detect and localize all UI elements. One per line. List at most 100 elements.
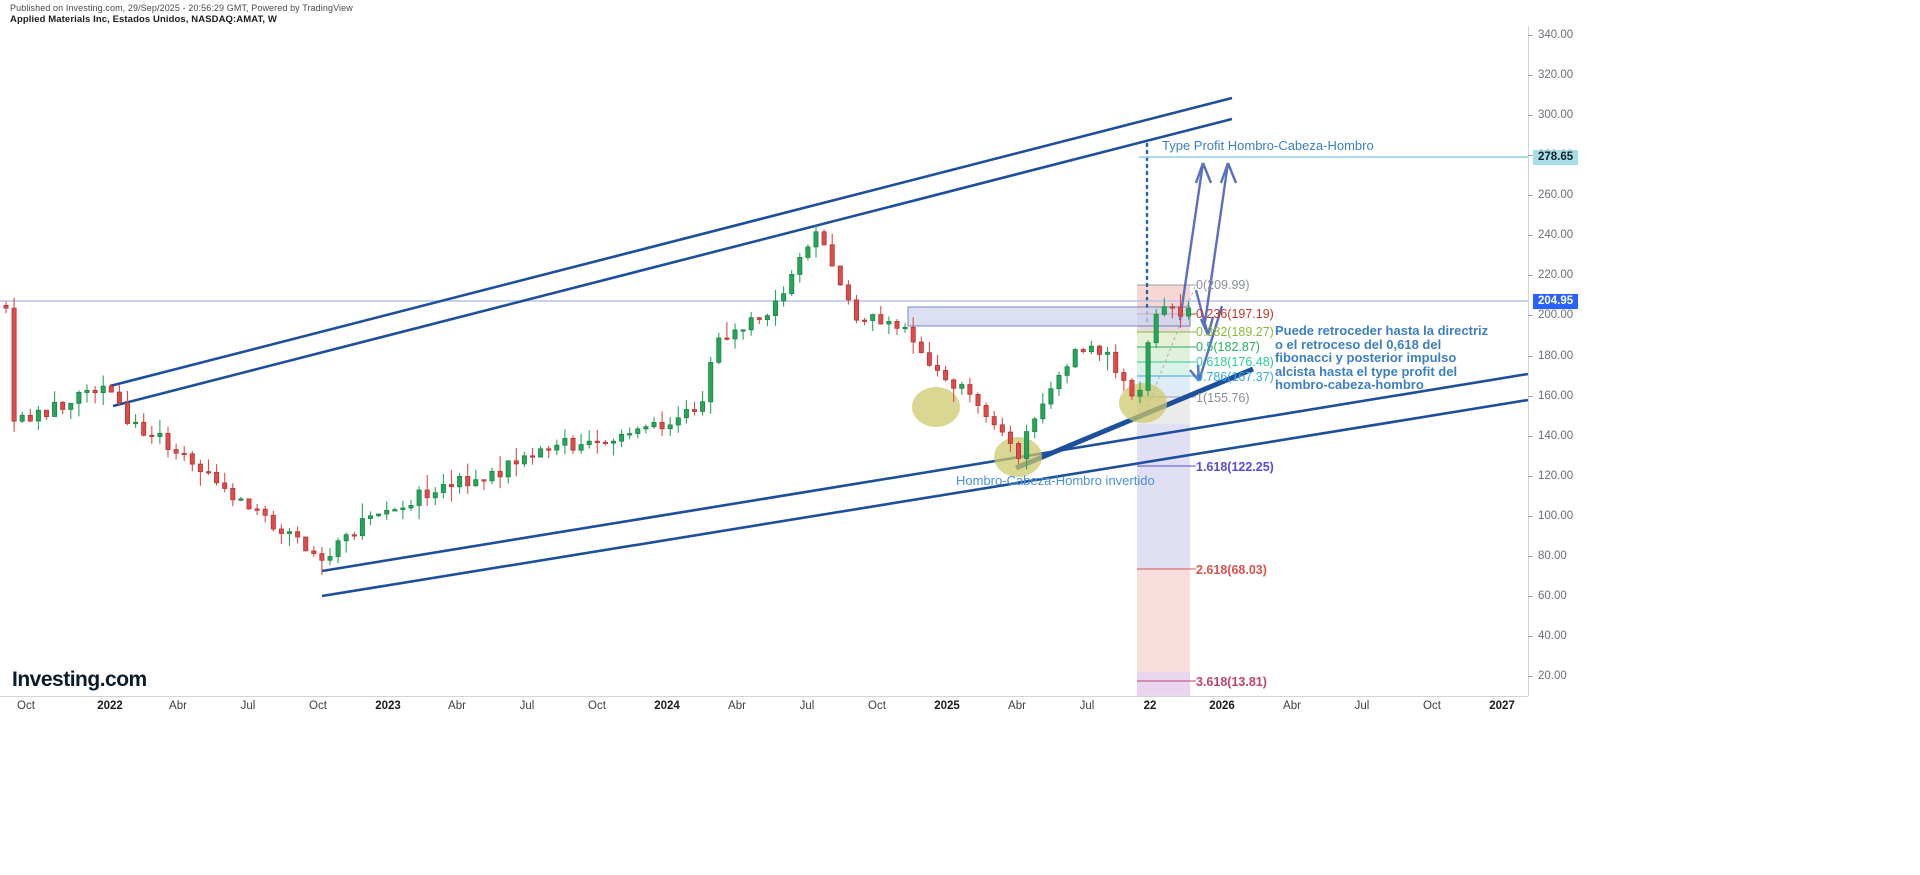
candle-body [1007, 431, 1013, 444]
time-tick-label: 2023 [375, 700, 401, 712]
candle-body [1040, 403, 1046, 420]
fib-label-1: 1(155.76) [1196, 391, 1250, 405]
candle-body [813, 231, 819, 248]
candle-body [230, 487, 236, 501]
tick-label: 340.00 [1538, 29, 1574, 41]
candle-body [238, 498, 244, 501]
candle-body [246, 498, 252, 510]
time-tick-label: 2022 [97, 700, 123, 712]
candle-body [214, 471, 220, 484]
candle-body [295, 531, 301, 538]
candle-body [457, 475, 463, 488]
fib-label-618: 0.618(176.48) [1196, 355, 1274, 369]
candle-body [448, 484, 454, 488]
candlestick-series [3, 225, 1192, 575]
candle-body [1048, 388, 1054, 405]
candle-body [1097, 345, 1103, 355]
candle-body [1105, 351, 1111, 355]
time-tick-label: Jul [1079, 700, 1095, 712]
candle-body [667, 424, 673, 430]
candle-body [886, 320, 892, 325]
candle-body [497, 470, 503, 478]
publish-info: Published on Investing.com, 29/Sep/2025 … [10, 3, 353, 13]
candle-body [983, 404, 989, 417]
candle-body [52, 401, 58, 417]
candle-body [173, 449, 179, 454]
fib-label-382: 0.382(189.27) [1196, 325, 1274, 339]
tick-mark [1528, 555, 1533, 557]
candle-body [1129, 379, 1135, 397]
candle-body [854, 299, 860, 321]
tick-mark [1528, 235, 1533, 237]
time-tick-label: Abr [448, 700, 466, 712]
candle-body [270, 514, 276, 530]
price-tick: 160.00 [1528, 390, 1920, 404]
candle-body [3, 304, 9, 309]
candle-body [570, 437, 576, 451]
price-tick: 260.00 [1528, 189, 1920, 203]
candle-body [465, 475, 471, 487]
price-tick: 180.00 [1528, 350, 1920, 364]
tick-mark [1528, 595, 1533, 597]
time-tick-label: Oct [868, 700, 886, 712]
candle-body [611, 440, 617, 444]
candle-body [530, 455, 536, 458]
target-arrows [1178, 162, 1238, 382]
candle-body [845, 284, 851, 301]
candle-body [311, 550, 317, 555]
price-tick: 320.00 [1528, 69, 1920, 83]
candle-body [92, 389, 98, 394]
time-tick-label: Oct [17, 700, 35, 712]
time-axis[interactable]: Oct 2022 Abr Jul Oct 2023 Abr Jul Oct 2024 Abr Jul O… [0, 696, 1528, 736]
tick-label: 40.00 [1538, 629, 1567, 642]
chart-plot-area[interactable]: 0(209.99) 0.236(197.19) 0.382(189.27) 0.… [0, 26, 1529, 696]
price-tick: 100.00 [1528, 510, 1920, 524]
time-tick-label: 2025 [934, 700, 960, 712]
candle-body [910, 326, 916, 343]
candle-body [1024, 431, 1030, 459]
time-tick-label: 22 [1143, 700, 1157, 712]
candle-body [619, 433, 625, 442]
time-tick-label: 2027 [1489, 700, 1515, 712]
tick-mark [1528, 275, 1533, 277]
candle-body [1153, 313, 1159, 344]
candle-body [959, 384, 965, 389]
tick-label: 100.00 [1538, 509, 1574, 522]
tick-label: 140.00 [1538, 429, 1574, 442]
candle-body [643, 426, 649, 430]
candle-body [27, 414, 33, 422]
candle-body [675, 417, 681, 426]
candle-body [902, 326, 908, 330]
price-tick: 220.00 [1528, 269, 1920, 283]
candle-body [197, 463, 203, 473]
tick-mark [1528, 315, 1533, 317]
candle-body [189, 453, 195, 465]
candle-body [1161, 306, 1167, 315]
candle-body [926, 352, 932, 366]
candle-body [35, 409, 41, 422]
fib-label-0: 0(209.99) [1196, 278, 1250, 292]
candle-body [254, 508, 260, 511]
candle-body [1145, 342, 1151, 391]
candle-body [1072, 349, 1078, 368]
price-tick: 20.00 [1528, 670, 1920, 684]
candle-body [716, 337, 722, 363]
tick-label: 300.00 [1538, 109, 1574, 122]
tick-mark [1528, 435, 1533, 437]
candle-body [359, 518, 365, 537]
time-tick-label: Jul [240, 700, 256, 712]
time-tick-label: Oct [588, 700, 606, 712]
tick-label: 200.00 [1538, 309, 1574, 322]
candle-body [157, 432, 163, 437]
candle-body [1032, 418, 1038, 433]
price-axis[interactable]: 340.00 320.00 300.00 280.00 260.00 240.00 220.… [1528, 26, 1920, 696]
upper-channel [109, 96, 1233, 408]
candle-body [11, 307, 17, 422]
candle-body [376, 513, 382, 517]
tick-mark [1528, 195, 1533, 197]
candle-body [781, 293, 787, 302]
logo-suffix: .com [99, 668, 148, 691]
price-tick: 300.00 [1528, 109, 1920, 123]
price-tick: 60.00 [1528, 590, 1920, 604]
candle-body [837, 265, 843, 286]
